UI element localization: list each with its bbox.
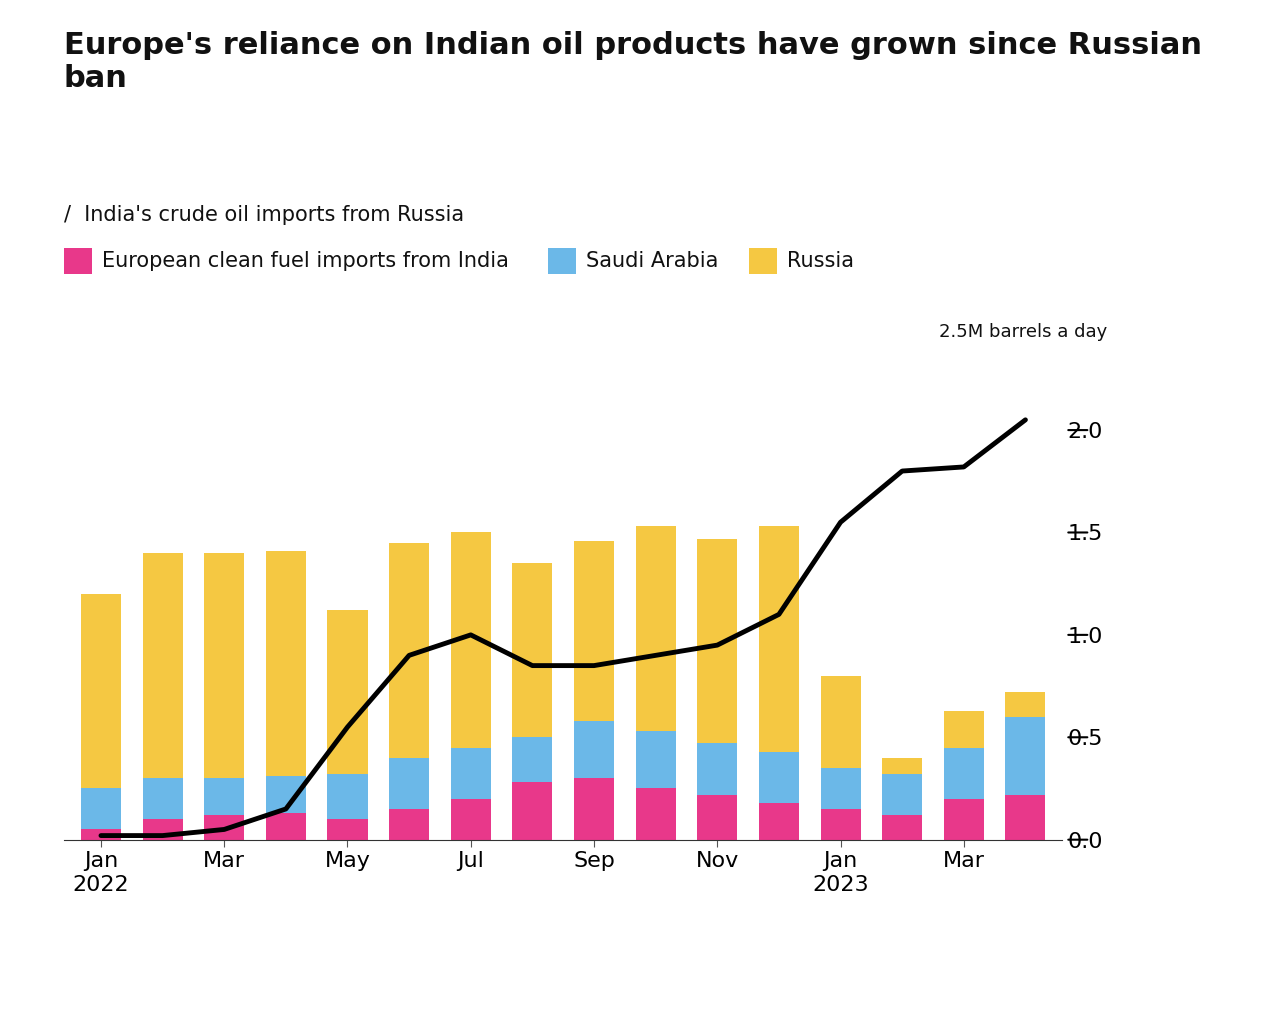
Bar [451, 748, 490, 799]
Bar [698, 539, 737, 743]
Bar [573, 778, 614, 840]
Bar [820, 768, 860, 809]
Bar [389, 758, 429, 809]
Bar [451, 532, 490, 748]
Bar [1005, 795, 1046, 840]
Text: European clean fuel imports from India: European clean fuel imports from India [102, 251, 509, 271]
Bar [205, 815, 244, 840]
Bar [943, 748, 984, 799]
Bar [81, 829, 122, 840]
Bar [759, 526, 799, 752]
Bar [266, 776, 306, 813]
Bar [81, 788, 122, 829]
Bar [389, 809, 429, 840]
Text: /  India's crude oil imports from Russia: / India's crude oil imports from Russia [64, 205, 465, 225]
Bar [512, 563, 553, 737]
Bar [142, 553, 183, 778]
Bar [573, 721, 614, 778]
Bar [266, 551, 306, 776]
Bar [266, 813, 306, 840]
Bar [759, 803, 799, 840]
Bar [328, 610, 367, 774]
Bar [548, 248, 576, 273]
Bar [512, 737, 553, 782]
Bar [749, 248, 777, 273]
Text: Europe's reliance on Indian oil products have grown since Russian
ban: Europe's reliance on Indian oil products… [64, 31, 1202, 93]
Bar [81, 594, 122, 788]
Bar [698, 743, 737, 795]
Bar [882, 758, 922, 774]
Bar [820, 809, 860, 840]
Bar [205, 778, 244, 815]
Bar [943, 711, 984, 748]
Bar [142, 778, 183, 819]
Bar [759, 752, 799, 803]
Bar [573, 541, 614, 721]
Bar [636, 731, 676, 788]
Bar [943, 799, 984, 840]
Bar [1005, 692, 1046, 717]
Bar [142, 819, 183, 840]
Bar [636, 526, 676, 731]
Bar [389, 543, 429, 758]
Bar [698, 795, 737, 840]
Bar [328, 819, 367, 840]
Text: 2.5M barrels a day: 2.5M barrels a day [940, 323, 1107, 341]
Bar [451, 799, 490, 840]
Text: Saudi Arabia: Saudi Arabia [586, 251, 718, 271]
Bar [512, 782, 553, 840]
Bar [882, 774, 922, 815]
Bar [328, 774, 367, 819]
Bar [820, 676, 860, 768]
Bar [205, 553, 244, 778]
Bar [636, 788, 676, 840]
Bar [64, 248, 92, 273]
Text: Russia: Russia [787, 251, 854, 271]
Bar [1005, 717, 1046, 795]
Bar [882, 815, 922, 840]
